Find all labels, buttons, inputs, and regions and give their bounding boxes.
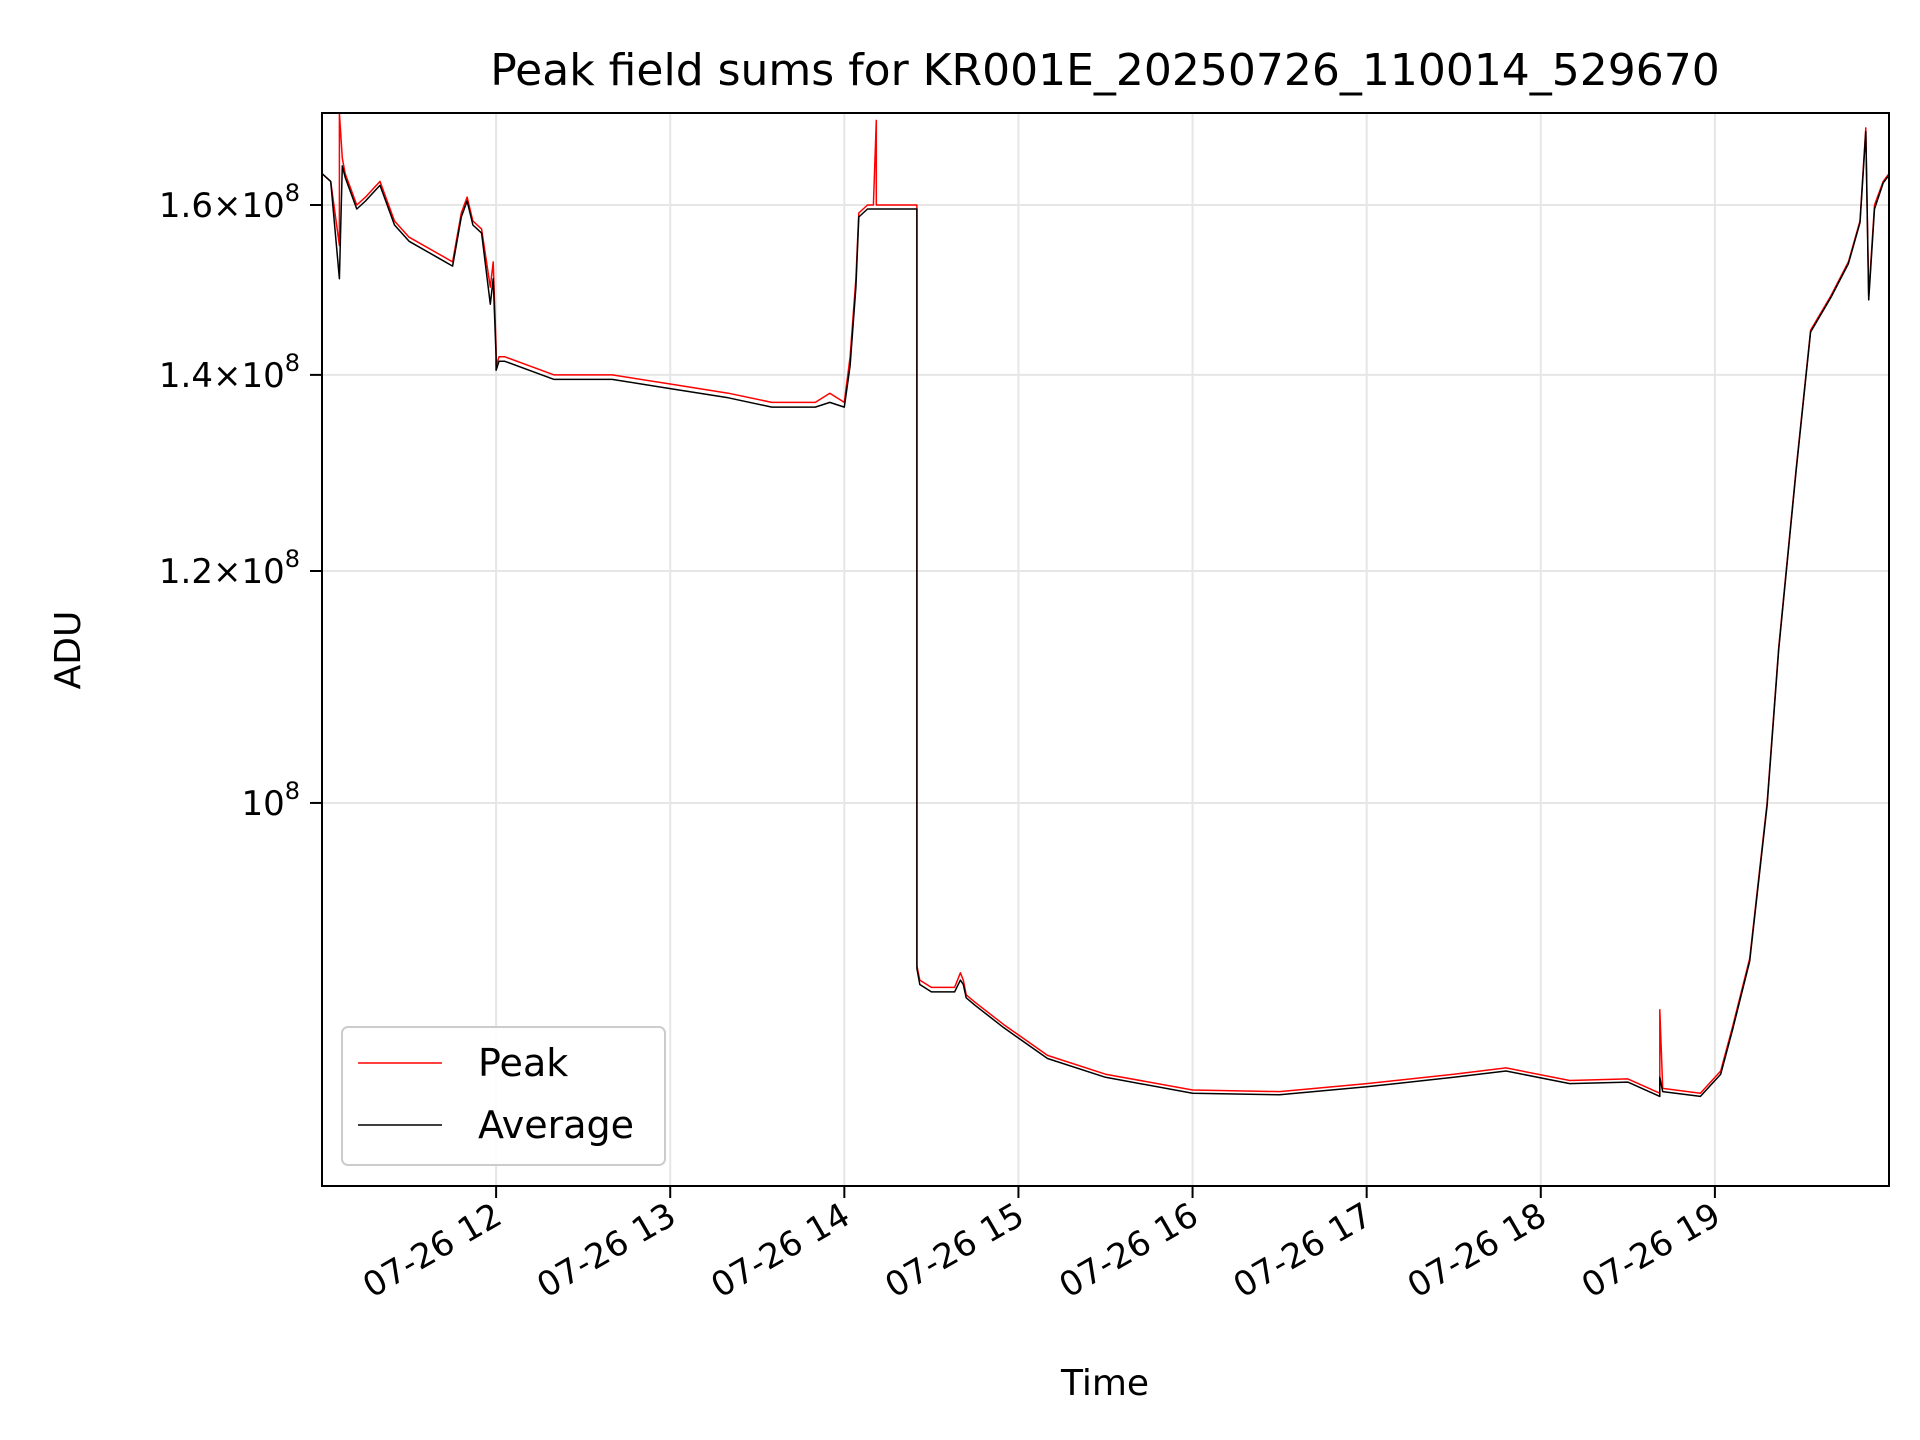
- y-axis-title: ADU: [48, 611, 89, 690]
- x-axis-title: Time: [1060, 1363, 1149, 1404]
- series-layer: [321, 112, 1890, 1098]
- x-tick-label: 07-26 15: [879, 1195, 1031, 1306]
- series-line-peak: [321, 112, 1890, 1094]
- y-tick-label: 108: [241, 777, 300, 824]
- x-tick-label: 07-26 19: [1575, 1195, 1727, 1306]
- y-tick-label: 1.4×108: [159, 349, 300, 396]
- y-tick-label: 1.2×108: [159, 545, 300, 592]
- x-tick-label: 07-26 12: [356, 1195, 508, 1306]
- x-axis: 07-26 12 07-26 13 07-26 14 07-26 15 07-26 16…: [356, 1186, 1727, 1306]
- series-line-average: [321, 130, 1890, 1098]
- legend-box: [341, 1026, 666, 1166]
- chart-title: Peak field sums for KR001E_20250726_1100…: [490, 45, 1720, 96]
- y-axis: 108 1.2×108 1.4×108 1.6×108: [159, 179, 322, 824]
- legend-label-peak: Peak: [478, 1041, 568, 1085]
- x-tick-label: 07-26 14: [704, 1195, 856, 1306]
- grid: [322, 113, 1889, 1186]
- x-tick-label: 07-26 18: [1401, 1195, 1553, 1306]
- y-tick-label: 1.6×108: [159, 179, 300, 226]
- plot-frame: [321, 112, 1890, 1187]
- x-tick-label: 07-26 17: [1227, 1195, 1379, 1306]
- legend: Peak Average: [341, 1026, 666, 1166]
- x-tick-label: 07-26 16: [1053, 1195, 1205, 1306]
- legend-label-average: Average: [478, 1103, 634, 1147]
- x-tick-label: 07-26 13: [530, 1195, 682, 1306]
